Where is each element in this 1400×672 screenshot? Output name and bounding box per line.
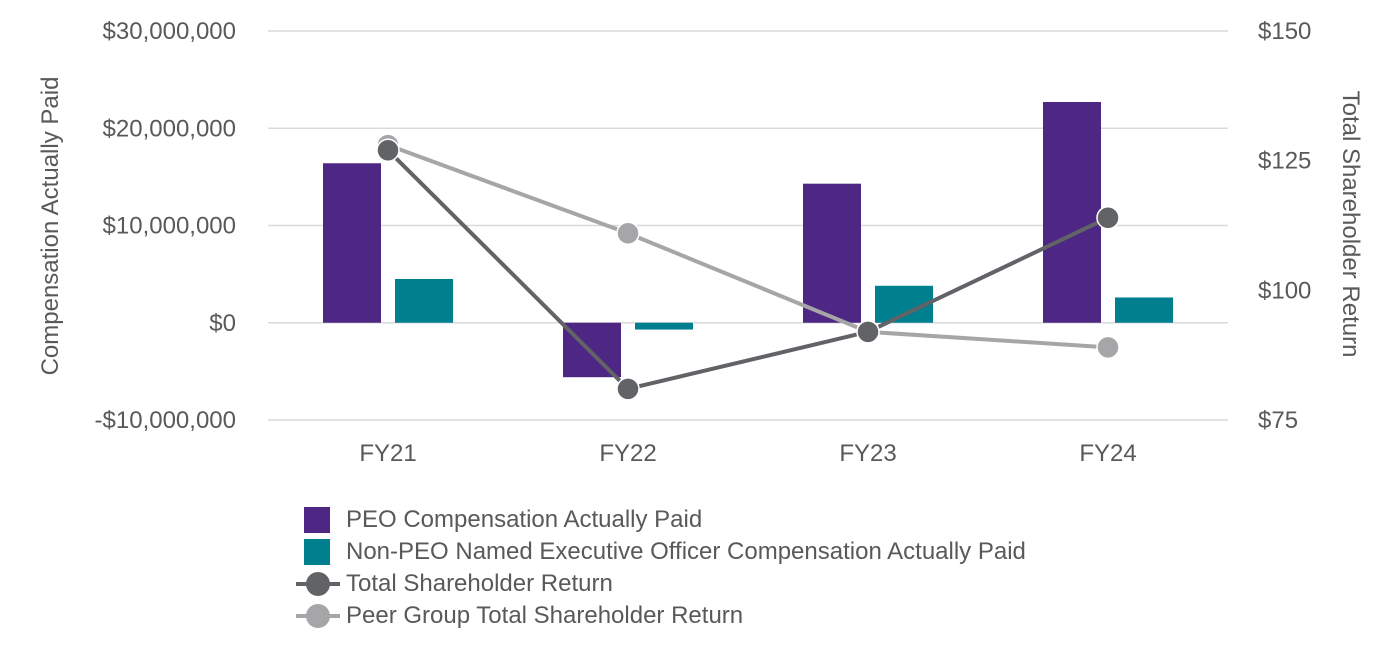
legend-item-non-peo: Non-PEO Named Executive Officer Compensa… <box>296 536 1026 568</box>
right-axis-title: Total Shareholder Return <box>1337 91 1364 358</box>
point-peer-tsr-fy24 <box>1096 335 1120 360</box>
point-tsr-fy23 <box>856 320 880 344</box>
point-tsr-fy24 <box>1096 205 1120 230</box>
point-tsr-fy22 <box>616 377 640 401</box>
legend-marker-tsr <box>306 572 330 596</box>
left-tick-label: $0 <box>209 310 236 337</box>
legend-item-tsr: Total Shareholder Return <box>296 568 1026 600</box>
bar-peo-fy24 <box>1043 101 1101 323</box>
bar-series <box>323 101 1173 378</box>
left-tick-label: $20,000,000 <box>103 115 236 142</box>
point-peer-tsr-fy22 <box>616 221 640 246</box>
legend-label-peo: PEO Compensation Actually Paid <box>346 506 703 533</box>
left-axis-title: Compensation Actually Paid <box>37 77 64 376</box>
x-tick-label: FY21 <box>359 440 416 467</box>
bar-non-peo-fy22 <box>635 322 693 330</box>
bar-non-peo-fy21 <box>395 278 453 323</box>
legend-label-peer-tsr: Peer Group Total Shareholder Return <box>346 602 744 629</box>
legend-item-peer-tsr: Peer Group Total Shareholder Return <box>296 600 1026 632</box>
x-tick-label: FY22 <box>599 440 656 467</box>
legend-label-non-peo: Non-PEO Named Executive Officer Compensa… <box>346 538 1026 565</box>
line-peer-tsr <box>387 143 1109 350</box>
left-tick-label: $10,000,000 <box>103 213 236 240</box>
bar-peo-fy21 <box>323 163 381 323</box>
right-tick-label: $75 <box>1258 407 1298 434</box>
bar-peo-fy23 <box>803 183 861 323</box>
x-tick-label: FY24 <box>1079 440 1136 467</box>
right-tick-label: $100 <box>1258 277 1311 304</box>
right-axis-ticks: $75 $100 $125 $150 <box>1258 18 1311 434</box>
line-tsr <box>386 148 1109 391</box>
legend-swatch-non-peo <box>304 539 330 565</box>
left-tick-label: -$10,000,000 <box>95 407 236 434</box>
x-tick-label: FY23 <box>839 440 896 467</box>
legend-label-tsr: Total Shareholder Return <box>346 570 613 597</box>
x-axis-ticks: FY21 FY22 FY23 FY24 <box>359 440 1136 467</box>
bar-non-peo-fy24 <box>1115 297 1173 323</box>
left-axis-ticks: -$10,000,000 $0 $10,000,000 $20,000,000 $30,… <box>95 18 236 434</box>
chart: -$10,000,000 $0 $10,000,000 $20,000,000 $30,… <box>37 18 1364 467</box>
right-tick-label: $125 <box>1258 148 1311 175</box>
legend-swatch-peo <box>304 507 330 533</box>
legend-item-peo: PEO Compensation Actually Paid <box>296 504 1026 536</box>
legend-marker-peer-tsr <box>306 604 330 628</box>
legend: PEO Compensation Actually Paid Non-PEO N… <box>296 504 1026 632</box>
left-tick-label: $30,000,000 <box>103 18 236 45</box>
right-tick-label: $150 <box>1258 18 1311 45</box>
line-series <box>376 133 1120 401</box>
point-tsr-fy21 <box>376 138 400 163</box>
